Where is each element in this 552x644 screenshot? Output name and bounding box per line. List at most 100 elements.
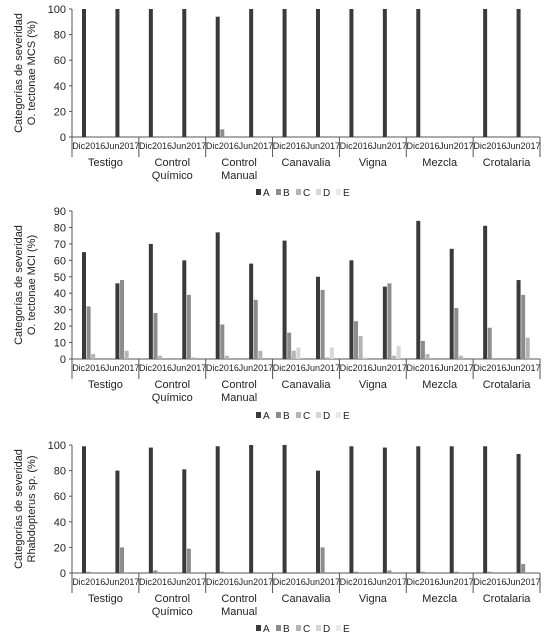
legend-swatch-C: [296, 625, 301, 631]
bar-A: [316, 276, 320, 359]
treatment-label: Control: [221, 593, 256, 605]
legend-label-B: B: [283, 624, 290, 635]
chart-1: 0 20 40 60 80 100 Categorías de severidad O. te…: [13, 4, 541, 199]
bar-B: [186, 294, 191, 359]
bar-A: [382, 286, 387, 359]
bar-A: [82, 446, 86, 573]
period-label: Jun2017: [439, 577, 474, 587]
treatment-label: Crotalaria: [483, 379, 532, 391]
bar-B: [120, 547, 125, 573]
treatment-label: Testigo: [88, 593, 123, 605]
bar-B: [387, 570, 392, 573]
period-label: Jun2017: [506, 363, 541, 373]
bar-A: [349, 9, 354, 137]
bar-B: [387, 283, 392, 359]
bar-A: [349, 260, 354, 359]
bar-C: [392, 355, 397, 359]
bar-B: [120, 280, 125, 359]
bar-A: [249, 9, 254, 137]
legend-label-D: D: [323, 188, 330, 199]
period-label: Dic2016: [139, 141, 172, 151]
y-tick-label: 30: [54, 305, 66, 317]
y-tick-label: 80: [54, 222, 66, 234]
period-label: Dic2016: [406, 363, 439, 373]
legend-swatch-A: [256, 189, 261, 195]
treatment-label: Control: [155, 593, 190, 605]
y-axis-label: Categorías de severidad: [13, 449, 25, 569]
bar-A: [182, 469, 187, 573]
bar-C: [191, 357, 196, 359]
bar-C: [358, 335, 363, 359]
bar-A: [416, 446, 421, 573]
treatment-label: Control: [221, 379, 256, 391]
treatment-label: Químico: [152, 392, 193, 404]
y-tick-label: 80: [54, 466, 66, 478]
period-label: Jun2017: [372, 141, 407, 151]
legend-swatch-C: [296, 189, 301, 195]
bar-C: [291, 350, 296, 359]
treatment-label: Mezcla: [422, 157, 458, 169]
period-label: Dic2016: [273, 363, 306, 373]
bar-A: [82, 252, 86, 359]
treatment-label: Vigna: [359, 379, 388, 391]
treatment-label: Control: [155, 379, 190, 391]
y-axis-label-species: Rhabdopterus sp. (%): [26, 456, 38, 563]
bar-A: [282, 445, 287, 573]
legend-swatch-E: [336, 625, 341, 631]
bar-B: [220, 324, 225, 359]
bar-B: [454, 571, 459, 573]
bar-A: [115, 283, 120, 359]
bar-B: [420, 340, 425, 359]
y-tick-label: 20: [54, 321, 66, 333]
period-label: Dic2016: [273, 141, 306, 151]
y-tick-label: 90: [54, 206, 66, 218]
bar-B: [320, 289, 325, 359]
y-tick-label: 0: [60, 132, 66, 144]
bar-A: [182, 260, 187, 359]
bar-A: [516, 280, 521, 359]
bar-B: [220, 571, 225, 573]
y-tick-label: 50: [54, 272, 66, 284]
legend-swatch-D: [316, 625, 321, 631]
legend-swatch-E: [336, 412, 341, 418]
legend-label-C: C: [303, 624, 310, 635]
y-axis-label: Categorías de severidad: [13, 225, 25, 345]
period-label: Dic2016: [473, 141, 506, 151]
y-tick-label: 40: [54, 517, 66, 529]
treatment-label: Control: [155, 157, 190, 169]
bar-A: [416, 220, 421, 359]
legend-label-B: B: [283, 411, 290, 422]
period-label: Jun2017: [439, 363, 474, 373]
period-label: Dic2016: [340, 363, 373, 373]
period-label: Dic2016: [206, 141, 239, 151]
bar-C: [258, 350, 263, 359]
bar-A: [215, 446, 220, 573]
bar-A: [82, 9, 86, 137]
bar-B: [86, 306, 91, 359]
bar-A: [182, 9, 187, 137]
y-tick-label: 10: [54, 338, 66, 350]
period-label: Jun2017: [239, 577, 274, 587]
bar-C: [224, 355, 229, 359]
bar-B: [186, 548, 191, 573]
period-label: Dic2016: [139, 577, 172, 587]
period-label: Jun2017: [105, 577, 140, 587]
y-tick-label: 60: [54, 255, 66, 267]
period-label: Dic2016: [340, 141, 373, 151]
y-tick-label: 40: [54, 288, 66, 300]
period-label: Jun2017: [172, 577, 207, 587]
treatment-label: Canavalia: [282, 379, 332, 391]
period-label: Jun2017: [372, 363, 407, 373]
period-label: Jun2017: [305, 577, 340, 587]
bar-A: [416, 9, 421, 137]
bar-A: [282, 240, 287, 359]
treatment-label: Testigo: [88, 379, 123, 391]
bar-C: [158, 355, 163, 359]
legend-swatch-A: [256, 625, 261, 631]
treatment-label: Químico: [152, 606, 193, 618]
legend: A B C D E: [256, 624, 350, 635]
bar-A: [282, 9, 287, 137]
period-label: Jun2017: [239, 363, 274, 373]
y-axis-label-species: O. tectonae MCI (%): [26, 235, 38, 335]
period-label: Dic2016: [273, 577, 306, 587]
